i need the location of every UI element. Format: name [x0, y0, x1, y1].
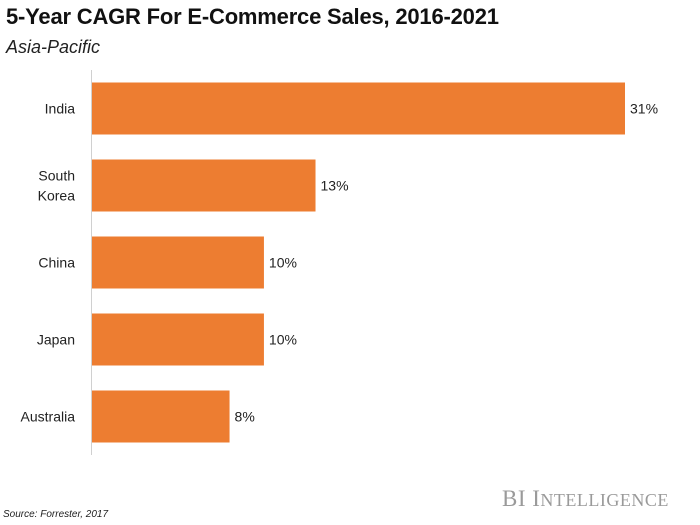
source-note: Source: Forrester, 2017: [3, 509, 109, 520]
category-label: Australia: [21, 409, 76, 425]
bar-india: [92, 82, 625, 135]
data-label: 8%: [235, 409, 255, 425]
bi-intelligence-logo: BI INTELLIGENCE: [502, 486, 669, 511]
data-label: 10%: [269, 332, 297, 348]
data-label: 13%: [321, 178, 349, 194]
chart-subtitle: Asia-Pacific: [6, 37, 101, 57]
data-label: 10%: [269, 255, 297, 271]
category-label: South Korea: [38, 168, 76, 204]
bar-japan: [92, 313, 264, 366]
chart-title: 5-Year CAGR For E-Commerce Sales, 2016-2…: [6, 4, 499, 29]
bar-south-korea: [92, 159, 316, 212]
bar-china: [92, 236, 264, 289]
bar-australia: [92, 390, 230, 443]
category-label: China: [38, 255, 75, 271]
category-label: India: [45, 101, 76, 117]
data-label: 31%: [630, 101, 658, 117]
category-label: Japan: [37, 332, 75, 348]
